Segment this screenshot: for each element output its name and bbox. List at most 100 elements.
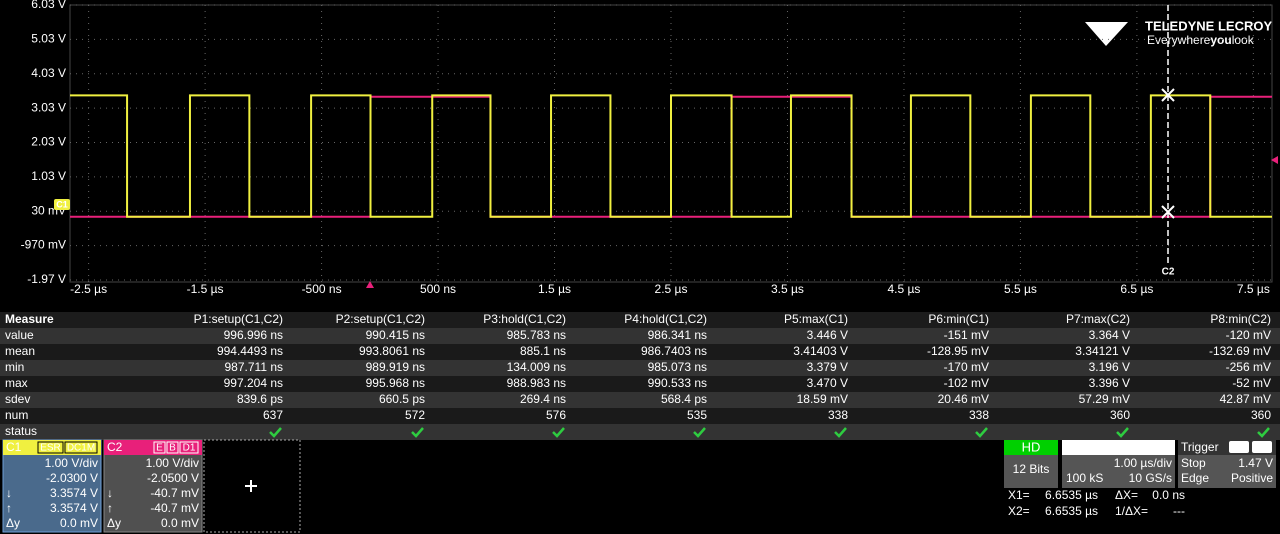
channel-tag: ESR <box>40 443 61 454</box>
cursor-cross <box>1161 205 1175 219</box>
x-tick-label: 500 ns <box>420 282 456 296</box>
logo: TELEDYNE LECROY Everywhereyoulook <box>1085 18 1272 47</box>
cell-value: 660.5 ps <box>379 392 425 406</box>
channel-box <box>2 439 102 533</box>
channel-param-value: -40.7 mV <box>150 486 199 500</box>
row-label: status <box>5 424 37 438</box>
trigger-tag-box <box>1252 441 1272 453</box>
cursor-readout: --- <box>1173 504 1185 518</box>
trigger-header <box>1178 440 1276 455</box>
cursor-readout: 0.0 ns <box>1152 488 1185 502</box>
cell-value: 996.996 ns <box>224 328 283 342</box>
channel-tag-box <box>166 441 179 454</box>
row-label: max <box>5 376 28 390</box>
channel-header <box>3 440 101 455</box>
channel-param-label: Δy <box>6 516 20 530</box>
status-check <box>411 427 424 438</box>
y-tick-label: 4.03 V <box>31 66 66 80</box>
column-header: P2:setup(C1,C2) <box>336 312 425 326</box>
channel-name: C2 <box>107 440 123 454</box>
bits-label: 12 Bits <box>1013 462 1050 476</box>
x-tick-label: -1.5 µs <box>187 282 224 296</box>
cell-value: 990.533 ns <box>648 376 707 390</box>
cell-value: 3.196 V <box>1089 360 1130 374</box>
table-row-bg <box>0 360 1280 376</box>
cursor-readout: 6.6535 µs <box>1045 504 1098 518</box>
tbase-title: Tbase <box>1066 440 1100 454</box>
tbase-scale: 1.00 µs/div <box>1114 456 1172 470</box>
trigger-tag: DC <box>1255 443 1269 454</box>
column-header: P4:hold(C1,C2) <box>624 312 707 326</box>
channel-param-value: 3.3574 V <box>50 501 98 515</box>
channel-param-label: ↑ <box>107 501 113 515</box>
table-row-bg <box>0 344 1280 360</box>
column-header: P1:setup(C1,C2) <box>194 312 283 326</box>
trigger-tag: C2 <box>1233 443 1246 454</box>
x-tick-label: 7.5 µs <box>1237 282 1270 296</box>
cell-value: 338 <box>969 408 989 422</box>
trigger-tag-box <box>1229 441 1249 453</box>
x-tick-label: 6.5 µs <box>1120 282 1153 296</box>
cursor-cross <box>1161 88 1175 102</box>
channel-tag: B <box>169 443 176 454</box>
table-header-bg <box>0 312 1280 328</box>
channel-tag-box <box>153 441 166 454</box>
column-header: P5:max(C1) <box>784 312 848 326</box>
cell-value: 3.41403 V <box>793 344 848 358</box>
channel-param-value: 3.3574 V <box>50 486 98 500</box>
cell-value: 3.470 V <box>807 376 848 390</box>
x-tick-label: 1.5 µs <box>538 282 571 296</box>
y-tick-label: -970 mV <box>21 238 66 252</box>
table-row-bg <box>0 328 1280 344</box>
cell-value: 42.87 mV <box>1220 392 1271 406</box>
tbase-rate: 10 GS/s <box>1129 471 1172 485</box>
cell-value: 995.968 ns <box>366 376 425 390</box>
channel-marker <box>54 199 70 210</box>
trigger-time-marker <box>366 281 374 288</box>
row-label: min <box>5 360 24 374</box>
status-check <box>834 427 847 438</box>
column-header: P8:min(C2) <box>1210 312 1271 326</box>
channel-name: C1 <box>6 440 22 454</box>
cell-value: -128.95 mV <box>927 344 989 358</box>
x-tick-label: -2.5 µs <box>70 282 107 296</box>
row-label: num <box>5 408 28 422</box>
y-tick-label: -1.97 V <box>27 272 66 286</box>
cell-value: -256 mV <box>1226 360 1271 374</box>
column-header: P7:max(C2) <box>1066 312 1130 326</box>
cell-value: 134.009 ns <box>507 360 566 374</box>
channel-tag-box <box>37 441 64 454</box>
cell-value: -151 mV <box>944 328 989 342</box>
cell-value: 637 <box>263 408 283 422</box>
cell-value: 572 <box>405 408 425 422</box>
channel-param-label: ↓ <box>6 486 12 500</box>
empty-slot <box>203 439 301 533</box>
cell-value: 535 <box>687 408 707 422</box>
y-tick-label: 1.03 V <box>31 169 66 183</box>
cell-value: 360 <box>1251 408 1271 422</box>
channel-param-label: ↓ <box>107 486 113 500</box>
cell-value: 987.711 ns <box>225 360 284 374</box>
cell-value: 3.34121 V <box>1075 344 1130 358</box>
cell-value: -102 mV <box>944 376 989 390</box>
cursor-label: C2 <box>1162 267 1175 278</box>
cell-value: 269.4 ns <box>520 392 566 406</box>
table-row-bg <box>0 424 1280 440</box>
column-header: P6:min(C1) <box>928 312 989 326</box>
table-row-bg <box>0 392 1280 408</box>
cell-value: 576 <box>546 408 566 422</box>
x-tick-label: 3.5 µs <box>771 282 804 296</box>
tbase-header <box>1062 440 1175 455</box>
trigger-level-marker <box>1271 156 1278 164</box>
channel-tag-box <box>64 441 98 454</box>
channel-param-value: 0.0 mV <box>161 516 199 530</box>
hd-label: HD <box>1022 439 1041 454</box>
row-label: sdev <box>5 392 30 406</box>
cell-value: 990.415 ns <box>366 328 425 342</box>
cell-value: 985.073 ns <box>648 360 707 374</box>
x-tick-label: 5.5 µs <box>1004 282 1037 296</box>
status-check <box>975 427 988 438</box>
cell-value: 3.364 V <box>1089 328 1130 342</box>
